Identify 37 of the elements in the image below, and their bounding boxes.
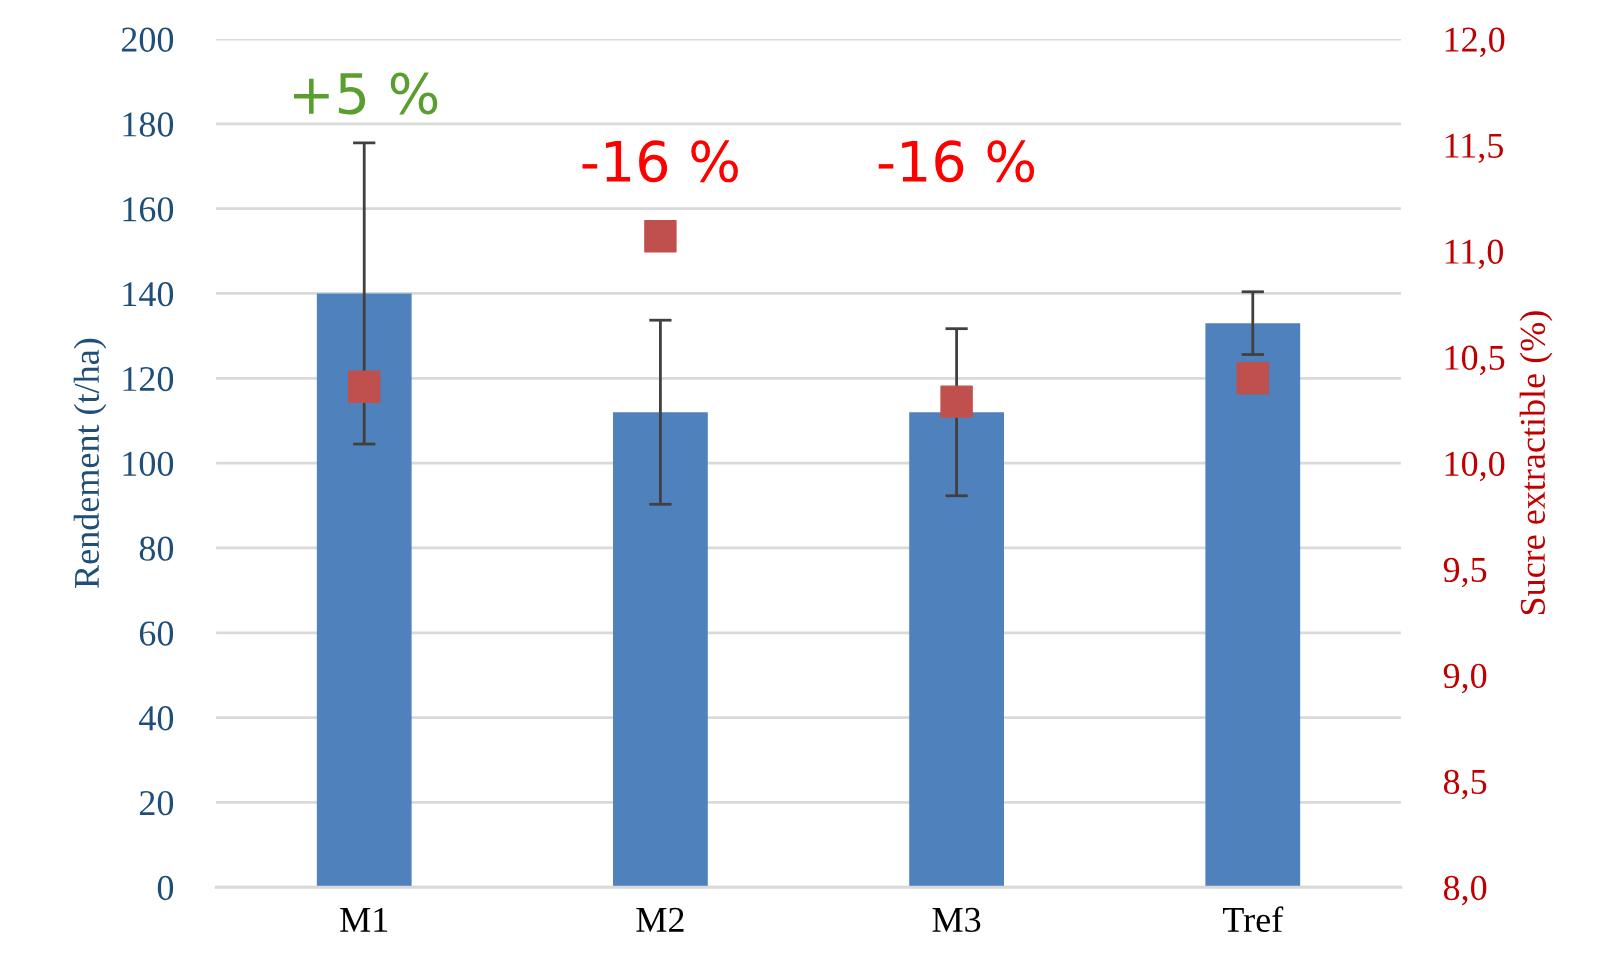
- annotation: -16 %: [582, 140, 738, 183]
- y-tick-label: 20: [139, 790, 174, 816]
- y-tick-label: 200: [121, 27, 174, 52]
- y-tick-label: 140: [123, 281, 174, 307]
- x-tick-label: M3: [932, 907, 981, 933]
- point: [940, 385, 973, 418]
- y2-tick-label: 8,5: [1443, 769, 1487, 800]
- point: [348, 370, 381, 404]
- bar: [909, 412, 1004, 888]
- y2-tick-label: 11,5: [1445, 133, 1503, 164]
- y-tick-label: 80: [139, 536, 174, 561]
- y-tick-label: 120: [123, 366, 174, 392]
- y2-tick-label: 10,5: [1445, 345, 1505, 376]
- bar: [613, 412, 708, 888]
- x-tick-label: M1: [340, 907, 388, 932]
- annotation: +5 %: [293, 72, 438, 115]
- y2-tick-label: 10,0: [1445, 451, 1505, 482]
- point: [1236, 362, 1270, 395]
- y2-tick-label: 11,0: [1445, 239, 1504, 270]
- annotation: -16 %: [878, 140, 1035, 183]
- y-tick-label: 0: [157, 875, 174, 901]
- bar: [1205, 323, 1301, 888]
- point: [644, 219, 677, 253]
- y2-tick-label: 9,5: [1443, 557, 1487, 588]
- bar: [316, 293, 412, 888]
- y-tick-label: 60: [139, 621, 174, 646]
- y-tick-label: 160: [123, 197, 174, 222]
- y-tick-label: 40: [139, 706, 174, 731]
- y2-tick-label: 9,0: [1443, 663, 1487, 694]
- y-tick-label: 100: [123, 451, 174, 477]
- y-axis-title: Rendement (t/ha): [73, 338, 107, 588]
- y2-tick-label: 8,0: [1443, 875, 1487, 906]
- y2-tick-label: 12,0: [1445, 27, 1505, 58]
- y2-axis-title: Sucre extractible (%): [1519, 311, 1553, 615]
- x-tick-label: M2: [636, 907, 684, 932]
- y-tick-label: 180: [123, 112, 174, 137]
- x-tick-label: Tref: [1223, 906, 1284, 933]
